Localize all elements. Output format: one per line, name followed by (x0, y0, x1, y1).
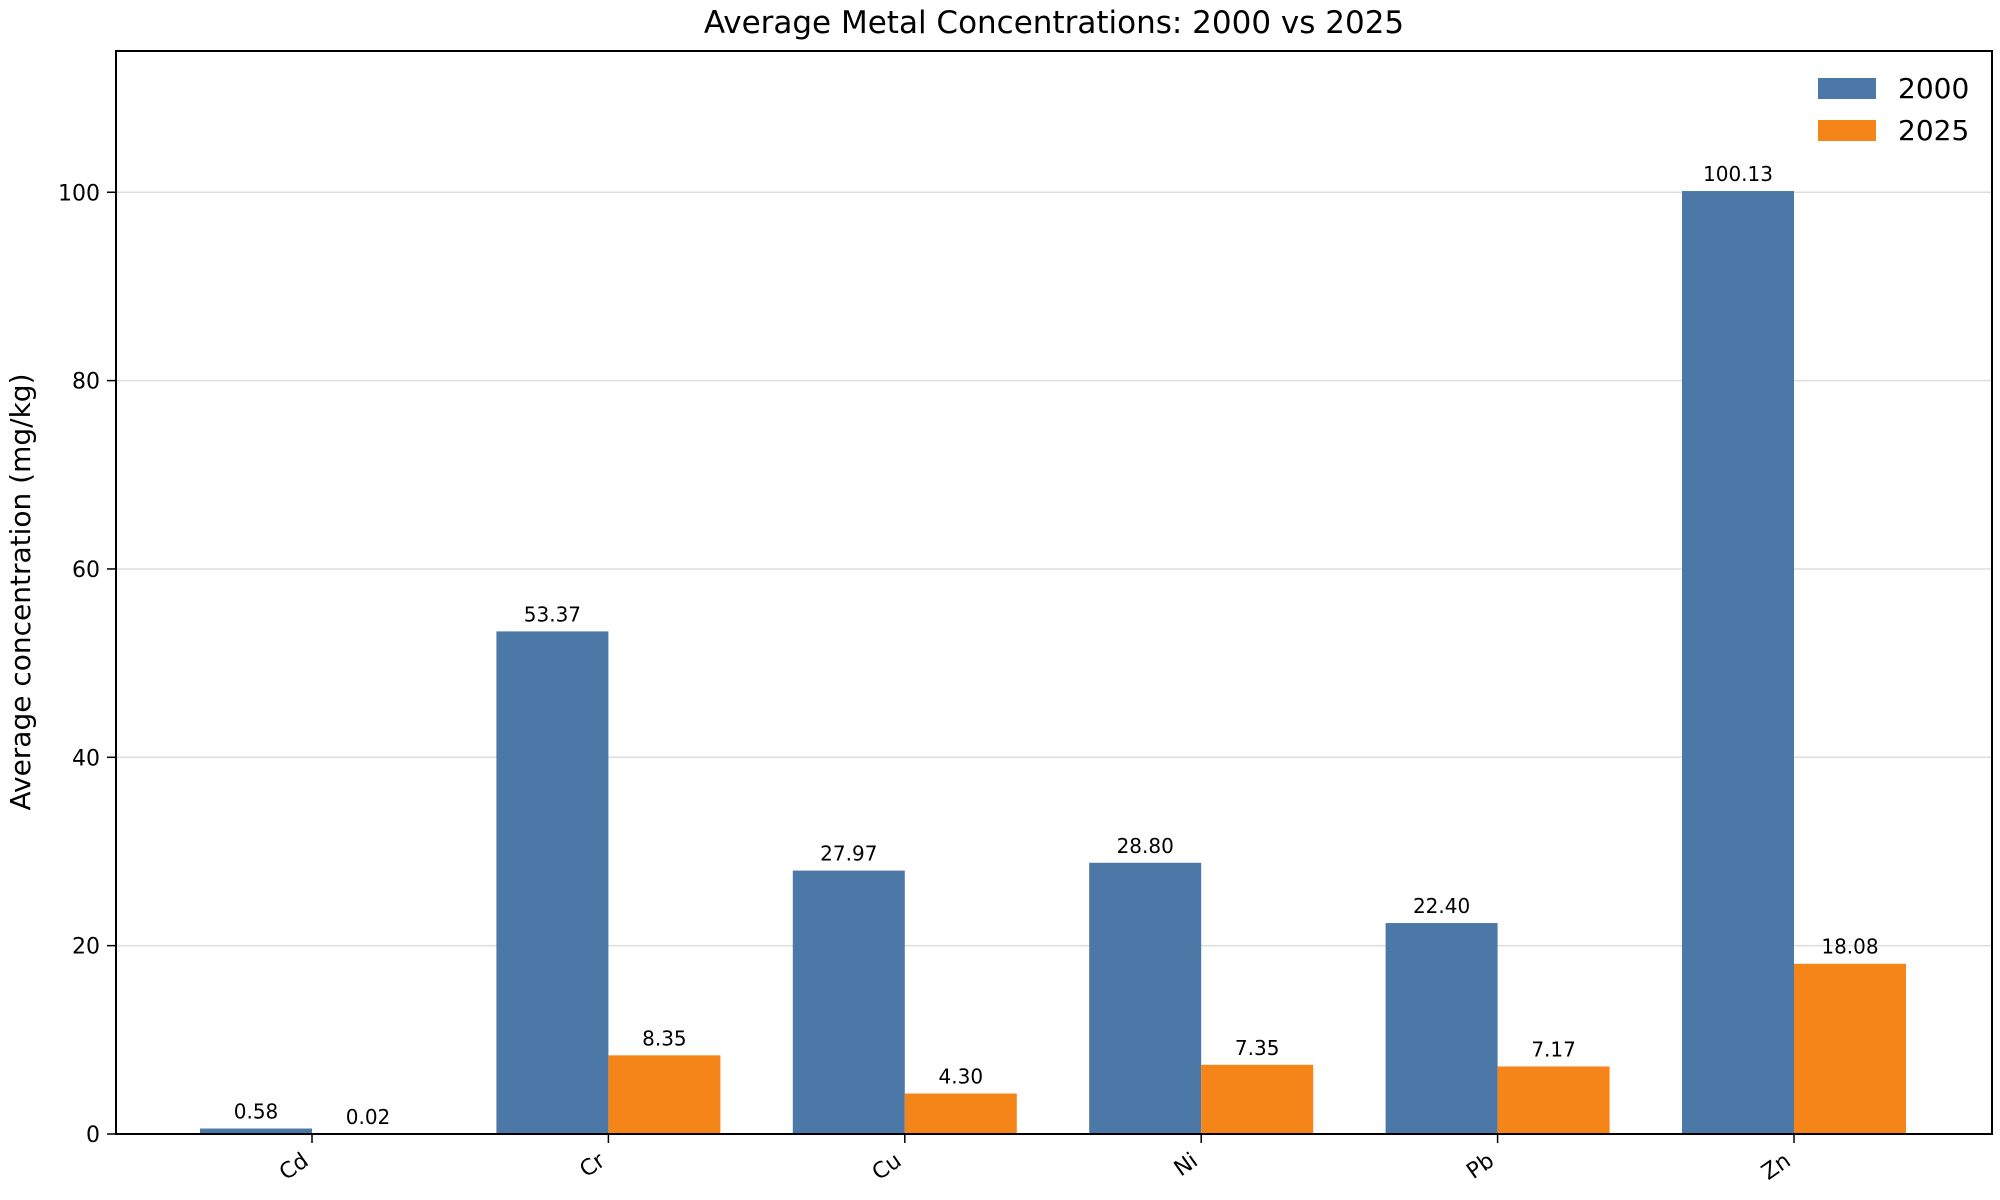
bar-value-label: 53.37 (524, 602, 581, 626)
bar-2025-Ni (1201, 1065, 1313, 1134)
legend: 2000 2025 (1818, 72, 1969, 147)
x-axis: Cd Cr Cu Ni Pb Zn (275, 1134, 1795, 1186)
x-tick-label: Cu (868, 1148, 906, 1185)
bar-2000-Zn (1682, 191, 1794, 1134)
x-tick-label: Ni (1170, 1148, 1203, 1181)
bar-2025-Pb (1498, 1066, 1610, 1134)
bar-2000-Ni (1089, 863, 1201, 1134)
bar-value-label: 28.80 (1117, 834, 1174, 858)
bar-2000-Pb (1386, 923, 1498, 1134)
bar-value-label: 4.30 (939, 1065, 984, 1089)
legend-label-2000: 2000 (1898, 72, 1969, 105)
bar-value-label: 100.13 (1703, 162, 1773, 186)
bar-value-label: 7.17 (1531, 1037, 1576, 1061)
bar-value-label: 8.35 (642, 1026, 687, 1050)
bar-value-label: 0.02 (346, 1105, 391, 1129)
bar-value-label: 18.08 (1821, 935, 1878, 959)
bar-2000-Cr (496, 631, 608, 1134)
bar-value-label: 27.97 (820, 842, 877, 866)
y-axis: 0 20 40 60 80 100 (58, 181, 116, 1148)
y-tick-label: 60 (72, 558, 100, 583)
legend-label-2025: 2025 (1898, 114, 1969, 147)
y-tick-label: 80 (72, 370, 100, 395)
bar-2025-Zn (1794, 964, 1906, 1134)
bar-value-label: 0.58 (234, 1100, 279, 1124)
chart-title: Average Metal Concentrations: 2000 vs 20… (704, 5, 1404, 41)
bar-value-label: 7.35 (1235, 1036, 1280, 1060)
bar-value-label: 22.40 (1413, 894, 1470, 918)
y-tick-label: 40 (72, 746, 100, 771)
bar-2000-Cu (793, 871, 905, 1134)
y-tick-label: 100 (58, 181, 100, 206)
bars (200, 191, 1906, 1134)
y-tick-label: 20 (72, 935, 100, 960)
bar-2025-Cr (608, 1055, 720, 1134)
y-axis-label: Average concentration (mg/kg) (4, 373, 37, 810)
x-tick-label: Cr (576, 1148, 611, 1183)
y-tick-label: 0 (86, 1123, 100, 1148)
legend-swatch-2000 (1818, 78, 1876, 99)
bar-labels: 0.58 0.02 53.37 8.35 27.97 4.30 28.80 7.35 22.40… (234, 162, 1879, 1129)
x-tick-label: Cd (275, 1148, 313, 1185)
legend-swatch-2025 (1818, 120, 1876, 141)
bar-2025-Cu (905, 1094, 1017, 1134)
x-tick-label: Zn (1757, 1148, 1795, 1185)
x-tick-label: Pb (1462, 1148, 1499, 1184)
